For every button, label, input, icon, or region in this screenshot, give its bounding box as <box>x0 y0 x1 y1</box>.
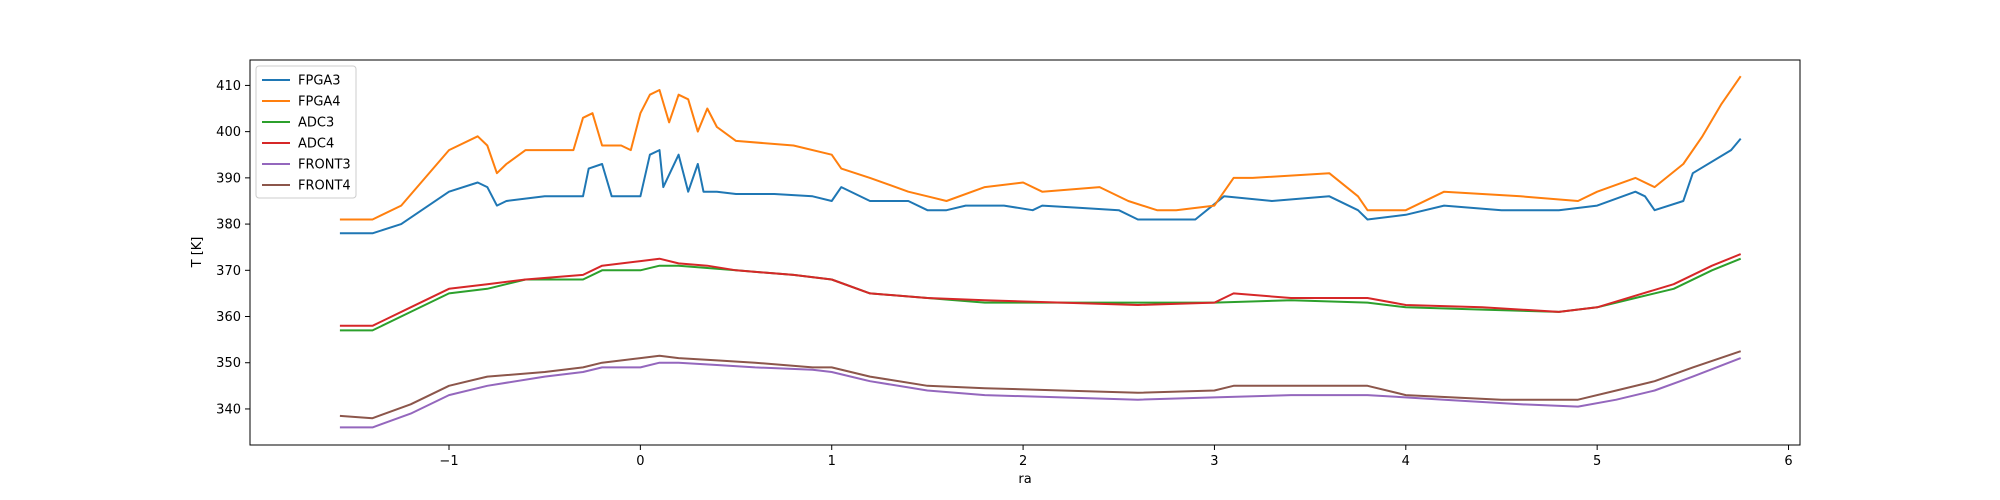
y-axis-title: T [K] <box>190 237 205 269</box>
y-tick-label: 360 <box>216 310 241 325</box>
series-lines <box>339 75 1742 429</box>
series-line-front3 <box>339 357 1742 429</box>
legend-label-fpga4: FPGA4 <box>298 95 341 110</box>
x-tick-label: 3 <box>1210 454 1218 469</box>
legend-label-front4: FRONT4 <box>298 179 351 194</box>
series-line-fpga3 <box>339 137 1742 235</box>
plot-frame <box>249 59 1801 446</box>
x-tick-label: 2 <box>1019 454 1027 469</box>
series-line-front4 <box>339 350 1742 420</box>
y-tick-label: 380 <box>216 218 241 233</box>
legend: FPGA3 FPGA4 ADC3 ADC4 FRONT3 FRONT4 <box>255 65 357 199</box>
x-tick-label: −1 <box>439 454 458 469</box>
series-line-adc4 <box>339 253 1742 327</box>
y-axis: 340 350 360 370 380 390 400 410 <box>216 79 250 417</box>
x-tick-label: 0 <box>636 454 644 469</box>
y-tick-label: 340 <box>216 402 241 417</box>
legend-label-adc3: ADC3 <box>298 116 334 131</box>
x-axis-title: ra <box>1018 472 1031 487</box>
legend-label-adc4: ADC4 <box>298 137 334 152</box>
y-tick-label: 390 <box>216 171 241 186</box>
y-tick-label: 350 <box>216 356 241 371</box>
x-axis: −1 0 1 2 3 4 5 6 <box>439 445 1793 469</box>
legend-label-front3: FRONT3 <box>298 158 351 173</box>
x-tick-label: 6 <box>1784 454 1792 469</box>
series-line-fpga4 <box>339 75 1742 221</box>
y-tick-label: 370 <box>216 264 241 279</box>
x-tick-label: 1 <box>828 454 836 469</box>
legend-label-fpga3: FPGA3 <box>298 74 341 89</box>
x-tick-label: 4 <box>1402 454 1410 469</box>
x-tick-label: 5 <box>1593 454 1601 469</box>
y-tick-label: 410 <box>216 79 241 94</box>
y-tick-label: 400 <box>216 125 241 140</box>
